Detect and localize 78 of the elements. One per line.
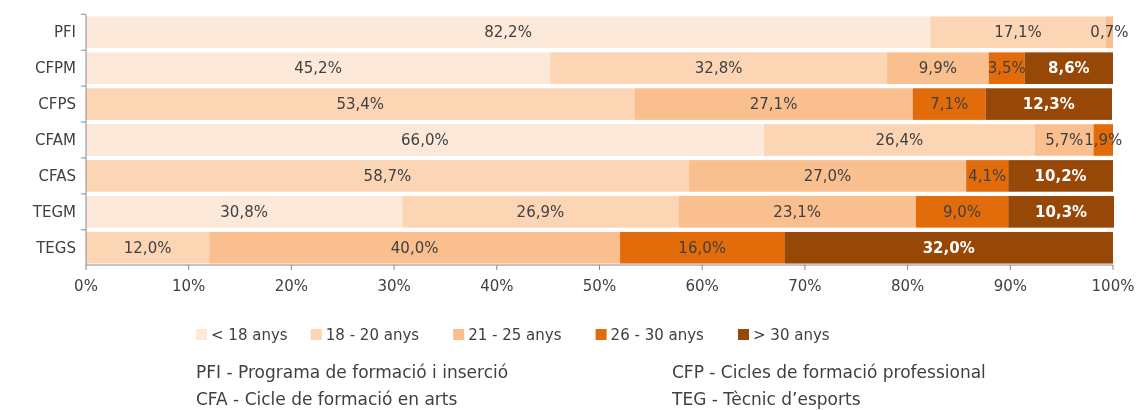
bar (86, 160, 689, 192)
x-tick-label: 80% (890, 277, 925, 295)
legend-label: 18 - 20 anys (325, 326, 420, 345)
bar (86, 124, 764, 156)
bar (209, 231, 621, 264)
data-label: 12,0% (123, 239, 172, 258)
x-tick-label: 40% (480, 277, 514, 295)
bar (912, 88, 986, 120)
x-tick-label: 0% (74, 277, 98, 295)
data-label: 10,2% (1034, 167, 1087, 186)
bar (550, 52, 888, 84)
data-label: 26,9% (516, 203, 565, 222)
bar (784, 231, 1113, 264)
data-label: 10,3% (1035, 203, 1088, 222)
y-tick-label: CFPM (34, 59, 76, 78)
x-tick-label: 20% (274, 277, 309, 295)
y-tick-label: PFI (53, 23, 76, 42)
bar (1024, 52, 1113, 84)
data-label: 27,0% (803, 167, 852, 186)
y-tick-label: TEGM (31, 203, 76, 222)
data-label: 9,0% (942, 203, 982, 222)
text: PFI - Programa de formació i inserció (196, 362, 509, 382)
bar (86, 88, 635, 120)
data-label: 32,8% (694, 59, 743, 78)
y-tick-label: CFPS (38, 95, 76, 114)
data-label: 17,1% (994, 23, 1042, 42)
data-label: 4,1% (968, 167, 1007, 186)
legend-label: 26 - 30 anys (610, 326, 705, 345)
data-label: 7,1% (930, 95, 969, 114)
bar (1008, 160, 1113, 192)
text: CFA - Cicle de formació en arts (196, 389, 458, 409)
y-tick-label: CFAS (38, 167, 76, 186)
bar (620, 231, 785, 264)
bar (86, 196, 403, 228)
data-label: 16,0% (678, 239, 727, 258)
text: TEG - Tècnic d’esports (671, 389, 861, 409)
data-label: 32,0% (922, 239, 975, 258)
legend-label: 21 - 25 anys (468, 326, 562, 345)
bar (678, 196, 916, 228)
bar (763, 124, 1035, 156)
x-tick-label: 50% (582, 277, 617, 295)
data-label: 12,3% (1022, 95, 1075, 114)
data-label: 9,9% (918, 59, 957, 78)
x-tick-label: 70% (788, 277, 822, 295)
data-label: 3,5% (987, 59, 1026, 78)
legend-label: < 18 anys (211, 326, 288, 345)
bar (915, 196, 1009, 228)
data-label: 0,7% (1090, 23, 1129, 42)
x-tick-label: 60% (685, 277, 719, 295)
bar (86, 16, 931, 49)
data-label: 40,0% (390, 239, 439, 258)
data-label: 27,1% (749, 95, 798, 114)
x-tick-label: 100% (1091, 277, 1135, 295)
data-label: 23,1% (773, 203, 822, 222)
bar (402, 196, 679, 228)
data-label: 45,2% (294, 59, 342, 78)
x-tick-label: 10% (172, 277, 206, 295)
bar (1008, 196, 1115, 228)
bar (688, 160, 967, 192)
data-label: 53,4% (336, 95, 385, 114)
data-label: 58,7% (363, 167, 412, 186)
bar (86, 231, 210, 264)
bar (887, 52, 989, 84)
data-label: 30,8% (220, 203, 268, 222)
x-tick-label: 30% (377, 277, 411, 295)
bar (985, 88, 1112, 120)
x-tick-label: 90% (993, 277, 1027, 295)
bar (86, 52, 551, 84)
legend-label: > 30 anys (753, 326, 830, 345)
bar (634, 88, 913, 120)
y-tick-label: CFAM (35, 131, 76, 150)
data-label: 5,7% (1045, 131, 1084, 150)
data-label: 66,0% (401, 131, 449, 150)
data-label: 26,4% (875, 131, 924, 150)
data-label: 82,2% (484, 23, 532, 42)
data-label: 8,6% (1048, 59, 1090, 78)
y-tick-label: TEGS (35, 239, 76, 258)
text: CFP - Cicles de formació professional (672, 362, 986, 382)
